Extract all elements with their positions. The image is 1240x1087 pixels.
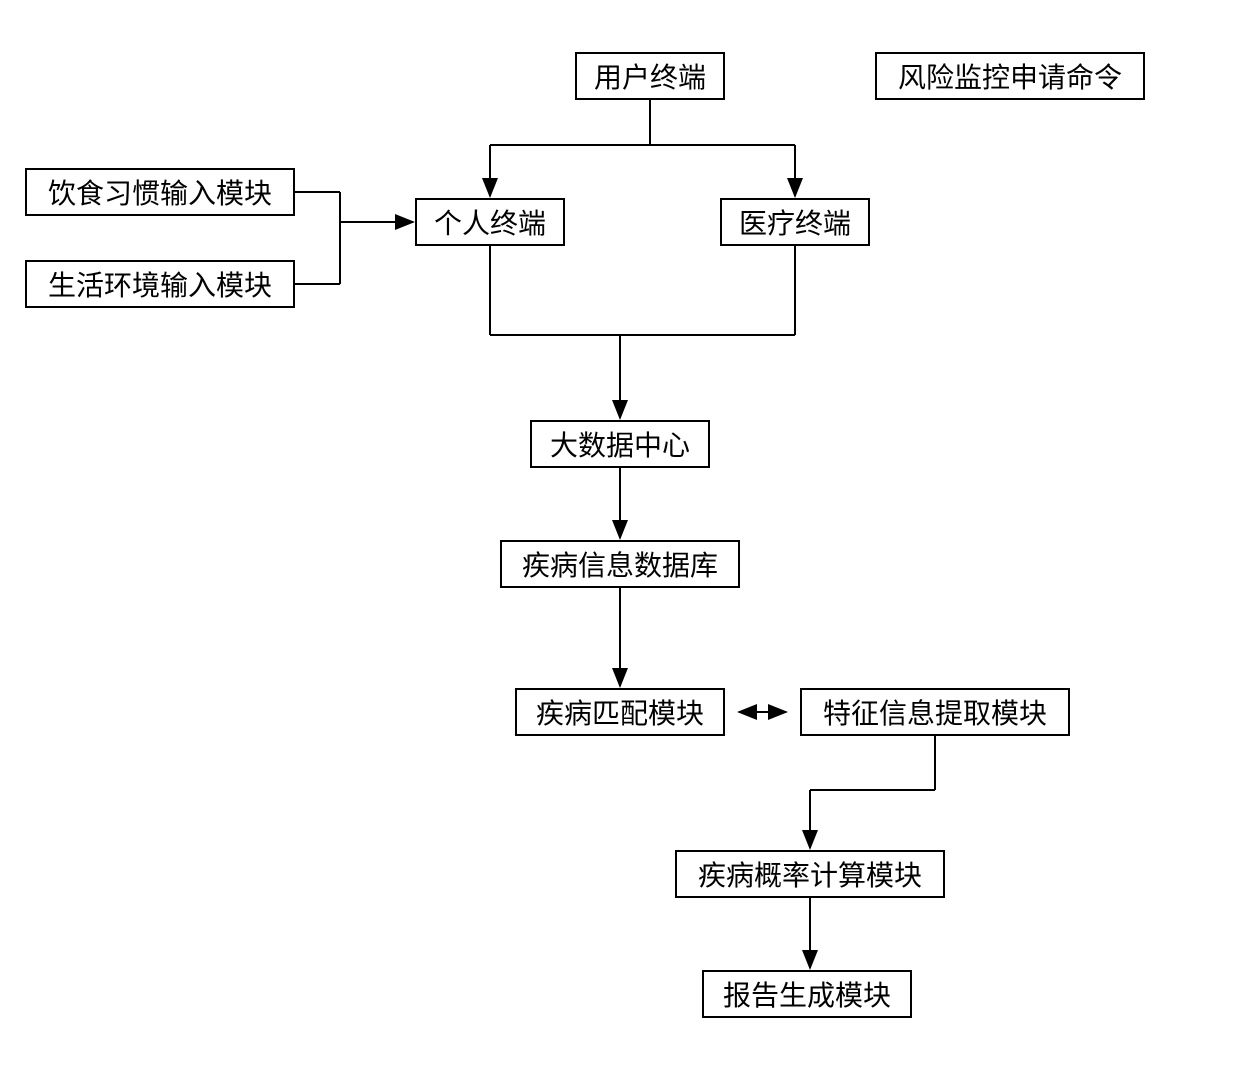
report-gen-node: 报告生成模块	[702, 970, 912, 1018]
probability-calc-node: 疾病概率计算模块	[675, 850, 945, 898]
feature-extract-node: 特征信息提取模块	[800, 688, 1070, 736]
big-data-center-node: 大数据中心	[530, 420, 710, 468]
disease-match-node: 疾病匹配模块	[515, 688, 725, 736]
user-terminal-node: 用户终端	[575, 52, 725, 100]
risk-cmd-node: 风险监控申请命令	[875, 52, 1145, 100]
medical-terminal-node: 医疗终端	[720, 198, 870, 246]
disease-db-node: 疾病信息数据库	[500, 540, 740, 588]
personal-terminal-node: 个人终端	[415, 198, 565, 246]
diet-input-node: 饮食习惯输入模块	[25, 168, 295, 216]
env-input-node: 生活环境输入模块	[25, 260, 295, 308]
